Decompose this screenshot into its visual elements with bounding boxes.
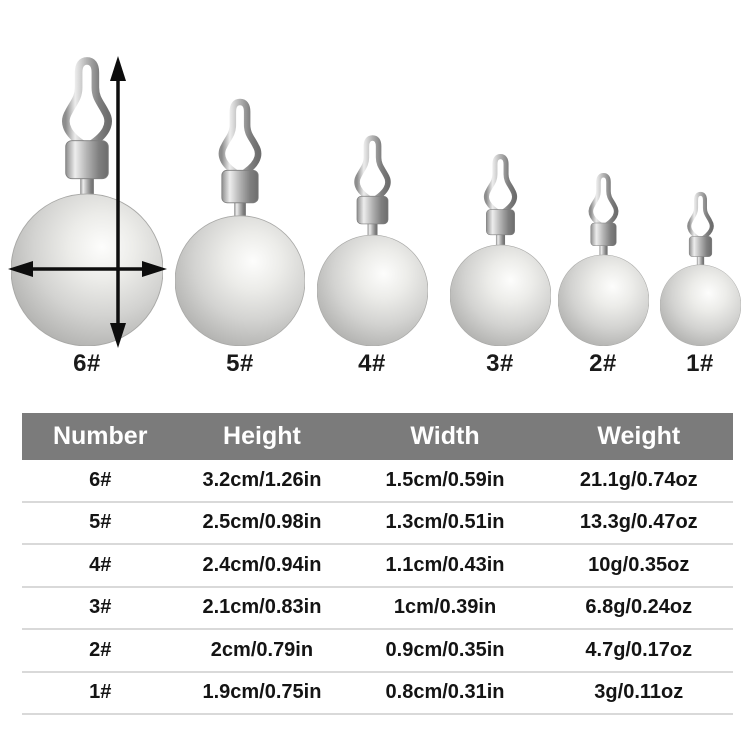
spec-table-body: 6# 3.2cm/1.26in 1.5cm/0.59in 21.1g/0.74oz 5#… (22, 460, 733, 715)
table-cell: 4.7g/0.17oz (585, 638, 693, 661)
column-header-number: Number (52, 422, 148, 450)
table-cell: 3g/0.11oz (594, 681, 684, 704)
sinker-2 (557, 171, 649, 346)
spec-table-header: Number Height Width Weight (22, 413, 733, 460)
table-cell: 2.4cm/0.94in (202, 553, 322, 576)
table-cell: 5# (89, 511, 112, 534)
table-cell: 1.1cm/0.43in (385, 553, 505, 576)
table-cell: 2cm/0.79in (210, 638, 314, 661)
sinker-5 (175, 96, 305, 346)
table-cell: 4# (89, 553, 112, 576)
sinker-1 (659, 190, 741, 346)
table-cell: 1cm/0.39in (393, 596, 497, 619)
table-row: 3# 2.1cm/0.83in 1cm/0.39in 6.8g/0.24oz (22, 588, 733, 630)
spec-table: Number Height Width Weight 6# 3.2cm/1.26in 1.… (22, 413, 733, 715)
sinker-size-label: 2# (589, 350, 617, 377)
table-row: 4# 2.4cm/0.94in 1.1cm/0.43in 10g/0.35oz (22, 545, 733, 588)
table-cell: 6# (89, 468, 112, 491)
sinker-size-label: 1# (686, 350, 714, 377)
sinker-graphic (449, 154, 551, 346)
sinker-3 (449, 152, 551, 346)
table-cell: 13.3g/0.47oz (579, 511, 698, 534)
sinker-6 (11, 54, 163, 346)
table-cell: 1.3cm/0.51in (385, 511, 505, 534)
sinker-graphic (659, 191, 741, 346)
sinker-graphic (316, 135, 428, 346)
column-header-weight: Weight (597, 422, 681, 450)
table-cell: 3# (89, 596, 112, 619)
sinker-display: 6# 5# 4# 3# 2# 1# (8, 54, 741, 377)
table-row: 5# 2.5cm/0.98in 1.3cm/0.51in 13.3g/0.47oz (22, 503, 733, 545)
sinker-size-label: 5# (226, 350, 254, 377)
table-cell: 0.9cm/0.35in (385, 638, 505, 661)
sinker-graphic (557, 172, 649, 346)
sinker-graphic (175, 98, 305, 346)
table-cell: 21.1g/0.74oz (579, 468, 698, 491)
sinker-size-label: 4# (358, 350, 386, 377)
table-cell: 6.8g/0.24oz (585, 596, 693, 619)
column-header-height: Height (223, 422, 301, 450)
table-cell: 1# (89, 681, 112, 704)
sinker-size-label: 6# (73, 350, 101, 377)
table-cell: 2.1cm/0.83in (202, 596, 322, 619)
column-header-width: Width (410, 422, 480, 450)
table-cell: 1.9cm/0.75in (202, 681, 322, 704)
table-cell: 2# (89, 638, 112, 661)
table-row: 2# 2cm/0.79in 0.9cm/0.35in 4.7g/0.17oz (22, 630, 733, 673)
table-cell: 3.2cm/1.26in (202, 468, 322, 491)
table-row: 6# 3.2cm/1.26in 1.5cm/0.59in 21.1g/0.74oz (22, 460, 733, 503)
sinker-size-label: 3# (486, 350, 514, 377)
table-cell: 0.8cm/0.31in (385, 681, 505, 704)
table-cell: 1.5cm/0.59in (385, 468, 505, 491)
sinker-graphic (11, 57, 163, 346)
sinker-4 (316, 133, 428, 346)
table-cell: 10g/0.35oz (588, 553, 690, 576)
table-row: 1# 1.9cm/0.75in 0.8cm/0.31in 3g/0.11oz (22, 673, 733, 715)
table-cell: 2.5cm/0.98in (202, 511, 322, 534)
